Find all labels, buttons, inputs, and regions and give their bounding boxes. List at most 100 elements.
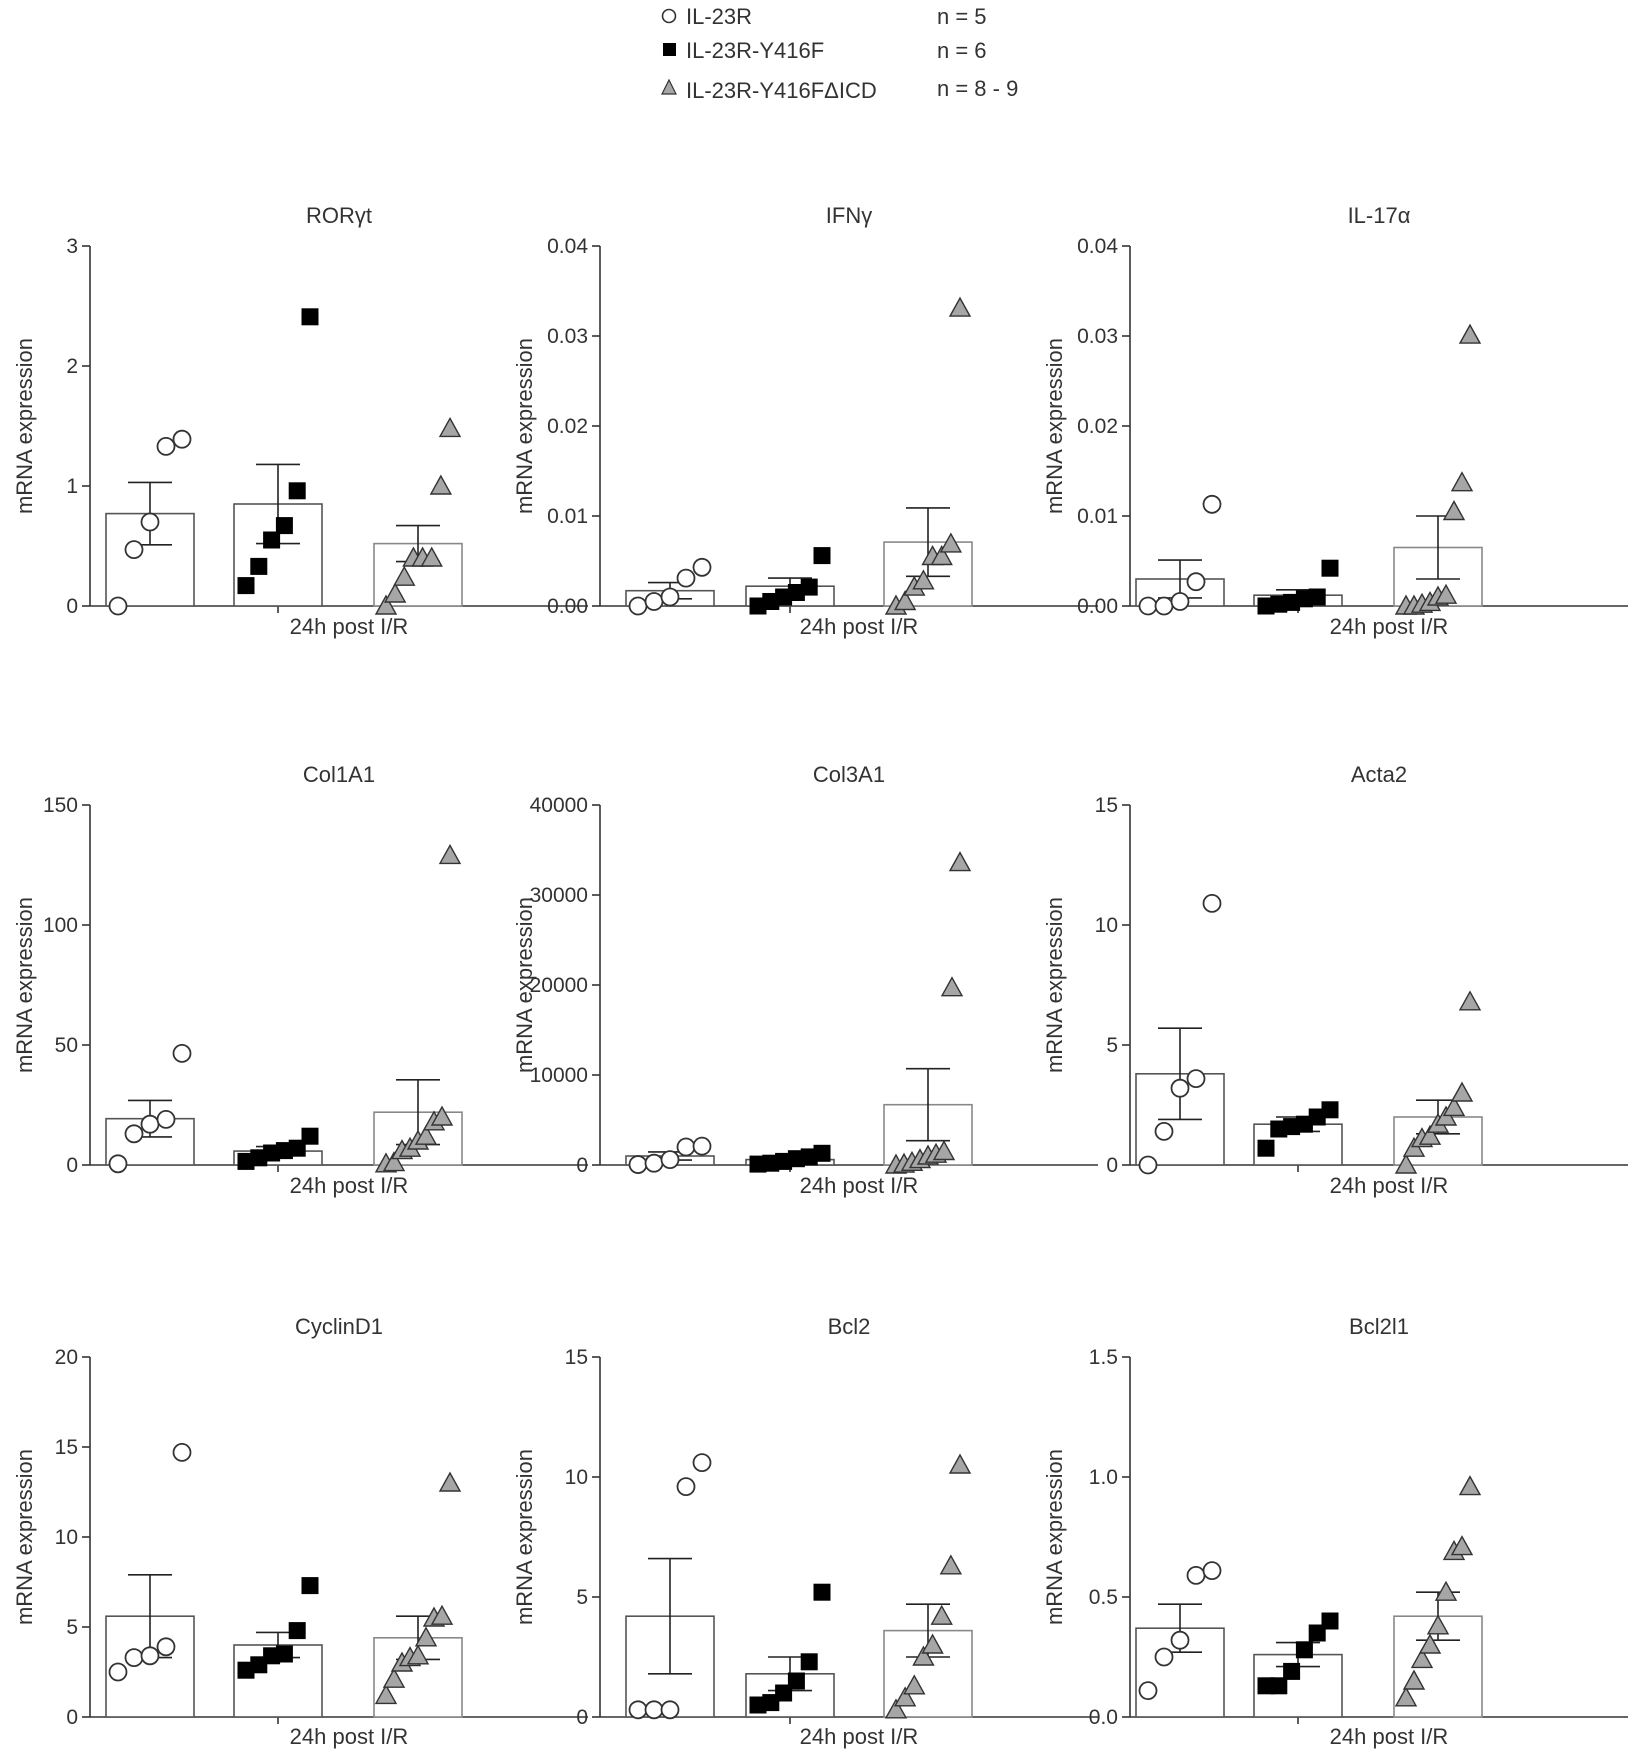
legend-n: n = 5 xyxy=(937,4,987,29)
data-point xyxy=(1321,1101,1339,1119)
data-point xyxy=(787,1150,805,1168)
data-point xyxy=(1138,596,1158,616)
y-tick-label: 15 xyxy=(565,1346,588,1369)
y-tick-label: 2 xyxy=(66,355,78,378)
y-tick-label: 5 xyxy=(576,1586,588,1609)
data-point xyxy=(1270,595,1288,613)
legend-n: n = 6 xyxy=(937,38,987,63)
data-point xyxy=(1154,596,1174,616)
y-axis-label: mRNA expression xyxy=(12,897,37,1073)
data-point xyxy=(939,1554,963,1575)
data-point xyxy=(775,1684,793,1702)
y-tick-label: 15 xyxy=(1095,794,1118,817)
x-axis-label: 24h post I/R xyxy=(1330,614,1449,639)
data-point xyxy=(1257,1677,1275,1695)
data-point xyxy=(172,429,192,449)
y-tick-label: 1.5 xyxy=(1089,1346,1118,1369)
data-point xyxy=(1170,592,1190,611)
y-tick-label: 3 xyxy=(66,235,78,258)
data-point xyxy=(1170,1078,1190,1098)
data-point xyxy=(676,1137,696,1157)
y-tick-label: 150 xyxy=(43,794,78,817)
triangle-grey-icon xyxy=(661,78,677,95)
y-tick-label: 0.0 xyxy=(1089,1706,1118,1729)
y-tick-label: 100 xyxy=(43,914,78,937)
legend-label: IL-23R-Y416FΔICD xyxy=(686,78,877,103)
chart-title: RORγt xyxy=(306,203,372,228)
data-point xyxy=(1154,1647,1174,1667)
y-tick-label: 5 xyxy=(66,1616,78,1639)
square-filled-icon xyxy=(663,43,676,56)
data-point xyxy=(430,1604,454,1625)
data-point xyxy=(903,1674,926,1695)
data-point xyxy=(1434,1580,1458,1601)
legend-entry: IL-23R n = 5 xyxy=(661,4,987,29)
data-point xyxy=(1402,1669,1426,1690)
data-point xyxy=(374,594,398,615)
data-point xyxy=(1394,1153,1418,1174)
y-axis-label: mRNA expression xyxy=(1042,338,1067,514)
data-point xyxy=(1138,1681,1158,1700)
data-point xyxy=(288,1139,306,1157)
legend: IL-23R n = 5 IL-23R-Y416F n = 6 IL-23R-Y… xyxy=(661,4,1018,103)
data-point xyxy=(1283,1118,1301,1136)
legend-label: IL-23R-Y416F xyxy=(686,38,824,63)
data-point xyxy=(393,565,416,586)
chart-panel: CyclinD1 mRNA expression 24h post I/R 0 5 10 1… xyxy=(12,1314,588,1749)
data-point xyxy=(628,596,648,616)
data-point xyxy=(692,557,712,577)
data-point xyxy=(124,540,144,559)
data-point xyxy=(288,1622,306,1640)
y-axis-label: mRNA expression xyxy=(12,338,37,514)
data-point xyxy=(884,1698,908,1719)
y-tick-label: 10 xyxy=(565,1466,588,1489)
y-tick-label: 50 xyxy=(55,1034,78,1057)
chart-title: Acta2 xyxy=(1351,762,1407,787)
y-tick-label: 0.02 xyxy=(547,415,588,438)
x-axis-label: 24h post I/R xyxy=(800,1173,919,1198)
data-point xyxy=(912,569,935,590)
data-point xyxy=(1418,1633,1442,1654)
y-tick-label: 40000 xyxy=(530,794,588,817)
data-point xyxy=(438,416,462,438)
data-point xyxy=(275,1142,293,1160)
data-point xyxy=(414,1626,438,1647)
x-axis-label: 24h post I/R xyxy=(290,1173,409,1198)
y-tick-label: 0.02 xyxy=(1077,415,1118,438)
chart-title: IL-17α xyxy=(1348,203,1411,228)
data-point xyxy=(660,1150,680,1169)
data-point xyxy=(237,1661,255,1679)
x-axis-label: 24h post I/R xyxy=(290,614,409,639)
y-tick-label: 0.01 xyxy=(1077,505,1118,528)
data-point xyxy=(1202,494,1222,514)
data-point xyxy=(1442,500,1466,521)
data-point xyxy=(1170,1630,1190,1650)
chart-title: Bcl2l1 xyxy=(1349,1314,1409,1339)
legend-n: n = 8 - 9 xyxy=(937,76,1018,101)
y-tick-label: 0.03 xyxy=(1077,325,1118,348)
data-point xyxy=(676,568,696,588)
data-point xyxy=(250,1149,268,1167)
data-point xyxy=(250,1656,268,1674)
data-point xyxy=(140,512,160,532)
data-point xyxy=(430,1105,454,1126)
data-point xyxy=(813,1144,831,1162)
data-point xyxy=(1257,597,1275,615)
data-point xyxy=(948,851,972,872)
data-point xyxy=(1458,990,1482,1011)
data-point xyxy=(172,1443,192,1462)
chart-title: Col1A1 xyxy=(303,762,375,787)
data-point xyxy=(374,1683,398,1705)
data-point xyxy=(237,577,255,595)
data-point xyxy=(749,1155,767,1173)
chart-panel: IL-17α mRNA expression 24h post I/R 0.00 0.0… xyxy=(1042,203,1628,639)
data-point xyxy=(692,1453,712,1472)
data-point xyxy=(140,1114,160,1134)
data-point xyxy=(275,1645,293,1663)
data-point xyxy=(749,597,767,615)
data-point xyxy=(948,296,972,317)
data-point xyxy=(1321,559,1339,577)
data-point xyxy=(1308,588,1326,606)
y-axis-label: mRNA expression xyxy=(1042,1449,1067,1625)
